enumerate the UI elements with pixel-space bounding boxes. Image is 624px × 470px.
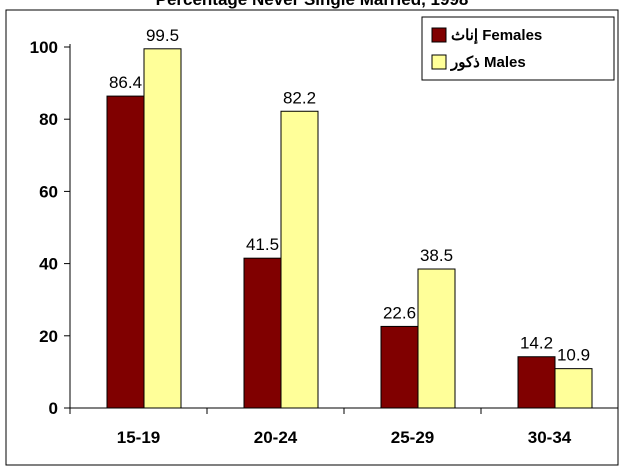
bars-layer: 86.4 99.5 41.5 82.2 22.6 38.5 14.210.9 (106, 26, 593, 409)
bar-males-15-19 (143, 48, 182, 409)
x-tick-label-30-34: 30-34 (528, 428, 572, 447)
value-label-males-25-29: 38.5 (420, 246, 453, 265)
y-tick-label-80: 80 (39, 110, 58, 129)
bar-females-25-29 (380, 325, 419, 409)
bar-males-30-34 (554, 368, 593, 409)
value-label-males-15-19: 99.5 (146, 26, 179, 45)
value-label-males-20-24: 82.2 (283, 88, 316, 107)
x-tick-label-15-19: 15-19 (117, 428, 160, 447)
y-tick-label-60: 60 (39, 182, 58, 201)
legend-box (421, 16, 615, 81)
x-tick-label-20-24: 20-24 (254, 428, 298, 447)
value-label-males-30-34: 10.9 (557, 346, 590, 365)
bar-females-30-34 (517, 356, 556, 409)
bar-females-20-24 (243, 257, 282, 409)
axis-layer: 0 20 40 60 80 100 15-19 20-24 25-29 30-34 (30, 38, 619, 447)
bar-females-15-19 (106, 95, 145, 409)
y-tick-label-0: 0 (49, 399, 58, 418)
legend-swatch-females (431, 27, 447, 43)
bar-males-20-24 (280, 110, 319, 409)
y-tick-label-20: 20 (39, 327, 58, 346)
value-label-females-30-34: 14.2 (520, 334, 553, 353)
chart-title: Percentage Never Single Married, 1998 (156, 0, 469, 9)
legend-swatch-males (431, 54, 447, 70)
value-label-females-15-19: 86.4 (109, 73, 142, 92)
legend-label-females: إناث Females (451, 27, 542, 44)
legend: إناث Females ذكور Males (421, 16, 615, 81)
value-label-females-25-29: 22.6 (383, 303, 416, 322)
y-tick-label-100: 100 (30, 38, 58, 57)
y-tick-label-40: 40 (39, 255, 58, 274)
legend-label-males: ذكور Males (450, 54, 526, 71)
value-label-females-20-24: 41.5 (246, 235, 279, 254)
x-tick-label-25-29: 25-29 (391, 428, 434, 447)
bar-males-25-29 (417, 268, 456, 409)
